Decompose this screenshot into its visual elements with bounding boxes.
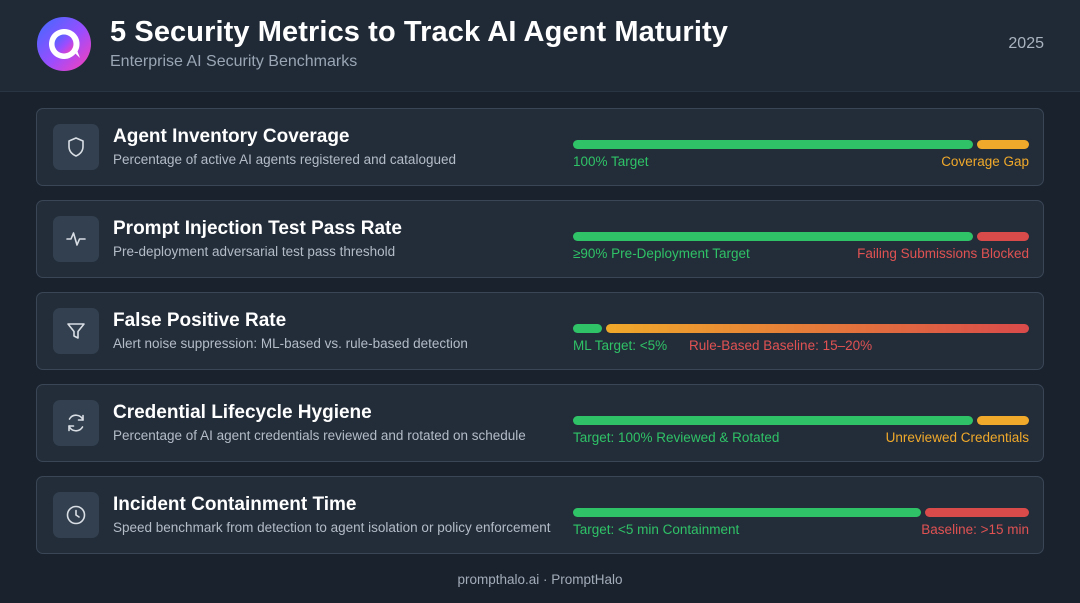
metric-labels: ML Target: <5% Rule-Based Baseline: 15–2…: [573, 338, 1029, 356]
shield-icon: [68, 137, 84, 157]
bar-target-segment: [573, 140, 973, 149]
metric-bar: [573, 508, 1029, 517]
bar-target-segment: [573, 232, 973, 241]
clock-icon: [66, 505, 86, 525]
refresh-icon: [68, 414, 84, 432]
metric-icon-box: [53, 492, 99, 538]
metric-left-label: Target: <5 min Containment: [573, 522, 740, 537]
metric-left-label: 100% Target: [573, 154, 649, 169]
bar-gap-segment: [977, 232, 1029, 241]
metric-title: Incident Containment Time: [113, 494, 357, 515]
metric-card: Prompt Injection Test Pass Rate Pre-depl…: [36, 200, 1044, 278]
metric-labels: ≥90% Pre-Deployment Target Failing Submi…: [573, 246, 1029, 264]
header: 5 Security Metrics to Track AI Agent Mat…: [0, 0, 1080, 92]
metric-card: Credential Lifecycle Hygiene Percentage …: [36, 384, 1044, 462]
metric-description: Speed benchmark from detection to agent …: [113, 520, 551, 535]
metric-bar: [573, 232, 1029, 241]
metric-right-label: Coverage Gap: [941, 154, 1029, 169]
metric-bar: [573, 140, 1029, 149]
filter-icon: [67, 323, 85, 339]
bar-gap-segment: [977, 416, 1029, 425]
metric-left-label: ML Target: <5%: [573, 338, 668, 353]
page-title: 5 Security Metrics to Track AI Agent Mat…: [110, 16, 728, 48]
bar-target-segment: [573, 508, 921, 517]
metric-description: Percentage of active AI agents registere…: [113, 152, 456, 167]
pulse-icon: [66, 232, 86, 246]
year-label: 2025: [1008, 35, 1044, 52]
metric-icon-box: [53, 124, 99, 170]
metric-title: Prompt Injection Test Pass Rate: [113, 218, 402, 239]
bar-gap-segment: [925, 508, 1029, 517]
bar-gap-segment: [606, 324, 1029, 333]
metric-right-label: Rule-Based Baseline: 15–20%: [689, 338, 873, 353]
metric-icon-box: [53, 308, 99, 354]
metric-card: Agent Inventory Coverage Percentage of a…: [36, 108, 1044, 186]
metric-description: Pre-deployment adversarial test pass thr…: [113, 244, 396, 259]
metric-left-label: ≥90% Pre-Deployment Target: [573, 246, 750, 261]
metric-icon-box: [53, 400, 99, 446]
metric-card: Incident Containment Time Speed benchmar…: [36, 476, 1044, 554]
metric-left-label: Target: 100% Reviewed & Rotated: [573, 430, 780, 445]
metric-title: Agent Inventory Coverage: [113, 126, 350, 147]
metric-right-label: Unreviewed Credentials: [885, 430, 1029, 445]
metric-description: Alert noise suppression: ML-based vs. ru…: [113, 336, 468, 351]
metric-title: Credential Lifecycle Hygiene: [113, 402, 372, 423]
metric-labels: 100% Target Coverage Gap: [573, 154, 1029, 172]
metric-bar: [573, 324, 1029, 333]
metric-right-label: Baseline: >15 min: [921, 522, 1029, 537]
metric-right-label: Failing Submissions Blocked: [857, 246, 1029, 261]
metric-bar: [573, 416, 1029, 425]
bar-target-segment: [573, 324, 602, 333]
metric-icon-box: [53, 216, 99, 262]
bar-target-segment: [573, 416, 973, 425]
metric-description: Percentage of AI agent credentials revie…: [113, 428, 526, 443]
page-subtitle: Enterprise AI Security Benchmarks: [110, 53, 358, 70]
metric-labels: Target: <5 min Containment Baseline: >15…: [573, 522, 1029, 540]
prompthalo-logo-icon: [37, 17, 91, 71]
footer: prompthalo.ai · PromptHalo: [457, 572, 623, 587]
bar-gap-segment: [977, 140, 1029, 149]
metric-card: False Positive Rate Alert noise suppress…: [36, 292, 1044, 370]
metric-title: False Positive Rate: [113, 310, 287, 331]
metric-labels: Target: 100% Reviewed & Rotated Unreview…: [573, 430, 1029, 448]
